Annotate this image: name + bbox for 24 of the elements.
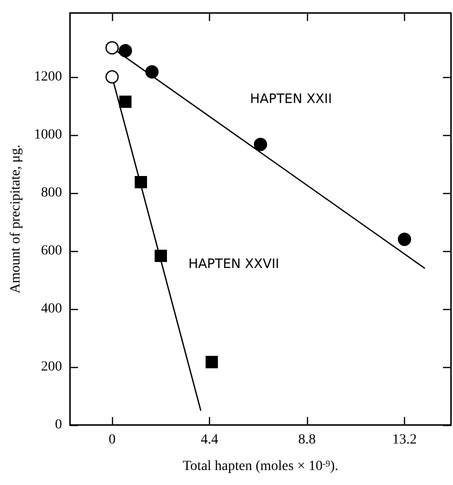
y-tick-label: 400 (41, 301, 62, 316)
x-tick-label: 13.2 (392, 432, 417, 448)
point (119, 96, 132, 108)
point (134, 176, 148, 188)
point (398, 232, 412, 246)
x-tick-label: 0 (108, 432, 116, 448)
y-tick-label: 200 (41, 359, 62, 374)
annotation: HAPTEN XXVII (188, 256, 280, 272)
y-tick-label: 1200 (34, 69, 62, 84)
x-tick-label: 4.4 (200, 432, 218, 448)
y-axis-title: Amount of precipitate, μg. (8, 144, 24, 294)
point (145, 65, 159, 79)
point (105, 70, 119, 84)
point (105, 41, 119, 54)
point (154, 250, 167, 262)
y-tick-label: 800 (41, 185, 62, 200)
annotation: HAPTEN XXII (250, 92, 332, 108)
x-tick-label: 8.8 (298, 432, 316, 448)
point (254, 138, 268, 152)
point (118, 44, 132, 58)
y-tick-label: 600 (41, 243, 62, 258)
y-tick-label: 1000 (34, 127, 62, 142)
y-tick-label: 0 (55, 418, 62, 432)
point (206, 356, 218, 368)
